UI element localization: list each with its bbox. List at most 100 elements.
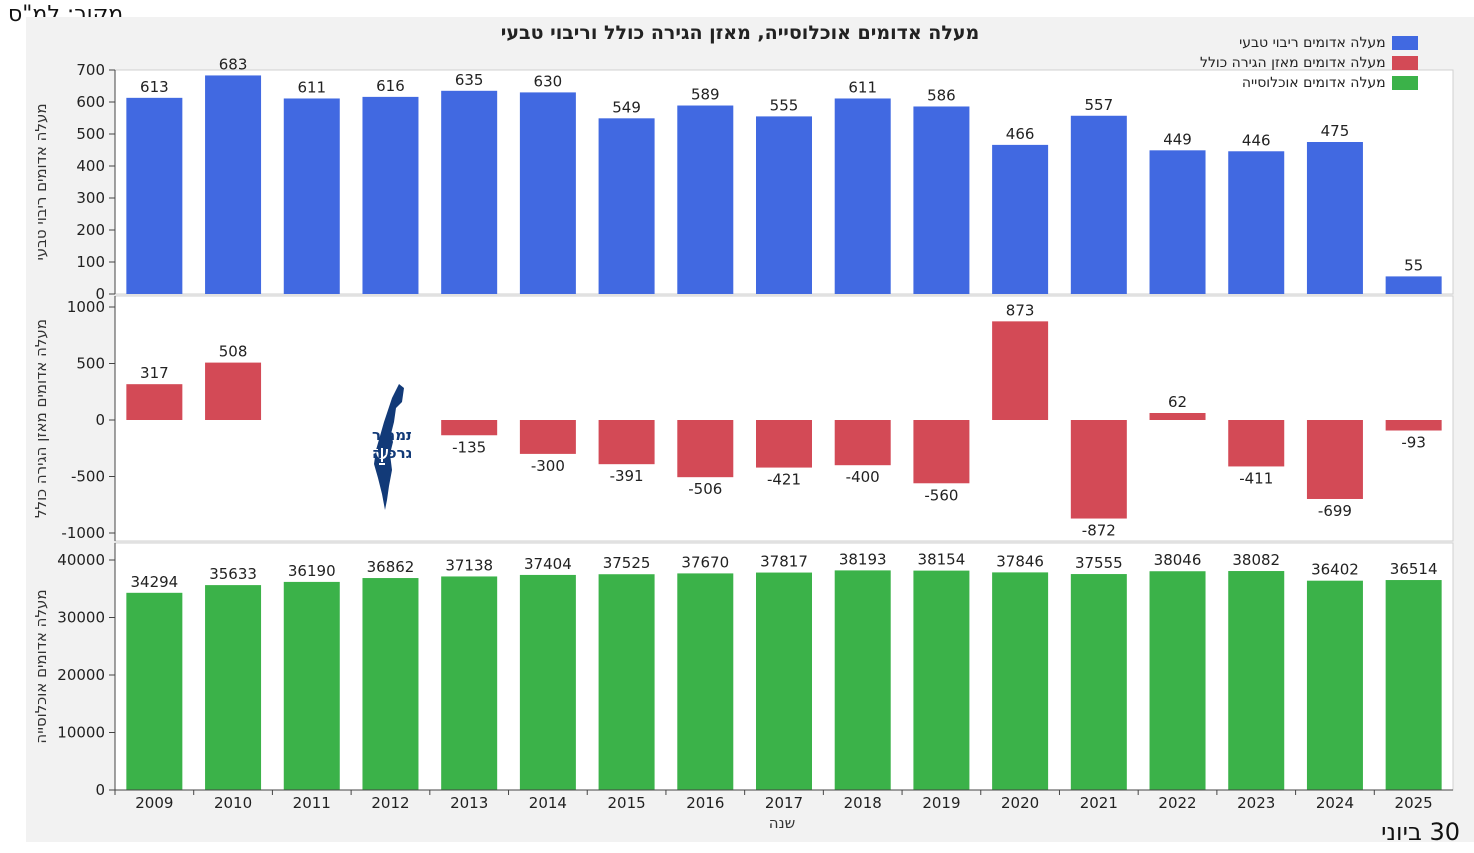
bar [1228,151,1285,294]
x-tick-label: 2019 [922,794,960,812]
y-tick-label: 500 [76,125,105,143]
y-axis-label: מעלה אדומים מאזן הגירה כולל [32,319,50,518]
data-label: 62 [1168,393,1187,411]
data-label: 37525 [603,554,651,572]
legend-swatch-population [1391,76,1418,90]
data-label: 37404 [524,555,572,573]
bar [1385,276,1442,294]
data-label: -411 [1239,469,1273,487]
y-axis-label: מעלה אדומים אוכלוסייה [32,589,50,743]
y-tick-label: 40000 [57,551,105,569]
bar [677,105,734,295]
bar [756,572,812,790]
bar [1306,142,1363,294]
y-tick-label: 20000 [57,666,105,684]
bar [992,572,1049,790]
legend-label-population: מעלה אדומים אוכלוסייה [1241,75,1386,91]
bar [1385,420,1442,431]
bar [756,420,812,468]
data-label: 549 [612,98,641,116]
x-tick-label: 2009 [135,794,173,812]
x-tick-label: 2022 [1158,794,1196,812]
legend-swatch-net-migration [1391,56,1418,70]
data-label: 616 [376,77,405,95]
bar [441,420,498,436]
data-label: -93 [1401,434,1426,452]
data-label: 589 [691,86,720,104]
y-tick-label: -1000 [61,524,105,542]
bar [677,420,734,478]
bar [677,573,734,790]
bar [1385,580,1442,790]
x-tick-label: 2014 [529,794,567,812]
data-label: 38193 [839,550,887,568]
y-tick-label: 700 [76,61,105,79]
data-label: 635 [455,71,484,89]
y-tick-label: 100 [76,253,105,271]
x-tick-label: 2023 [1237,794,1275,812]
data-label: 586 [927,86,956,104]
watermark-line2: פוליטוגרפיה [372,444,411,462]
data-label: 317 [140,364,169,382]
bar [205,75,262,294]
data-label: 38154 [918,551,966,569]
menorah-icon [376,448,388,465]
legend-item-net-migration: מעלה אדומים מאזן הגירה כולל [1200,53,1418,73]
bar [126,384,183,420]
y-tick-label: 0 [95,781,105,799]
bar [283,581,340,790]
watermark-line1: תמרור [372,426,411,444]
data-label: 446 [1242,131,1271,149]
bar [441,576,498,790]
x-tick-label: 2025 [1395,794,1433,812]
bar [834,420,891,466]
y-axis-label: מעלה אדומים ריבוי טבעי [32,103,50,260]
y-tick-label: 500 [76,355,105,373]
data-label: -391 [610,467,644,485]
chart-title: מעלה אדומים אוכלוסייה, מאזן הגירה כולל ו… [501,22,979,44]
bar [598,420,655,465]
bar [834,98,891,294]
bar [1306,580,1363,790]
data-label: 34294 [130,573,178,591]
data-label: 683 [219,55,248,73]
x-tick-label: 2017 [765,794,803,812]
data-label: 36862 [367,558,415,576]
bar [519,420,576,454]
bar [519,92,576,295]
bar [126,97,183,294]
data-label: 508 [219,343,248,361]
x-axis-label: שנה [769,814,795,832]
y-tick-label: 200 [76,221,105,239]
y-tick-label: 300 [76,189,105,207]
bar [362,96,419,294]
date-note: 30 ביוני [1381,818,1460,846]
data-label: 613 [140,78,169,96]
legend-item-natural-growth: מעלה אדומים ריבוי טבעי [1200,33,1418,53]
x-tick-label: 2011 [293,794,331,812]
bar [992,321,1049,420]
data-label: -400 [846,468,880,486]
data-label: -135 [452,438,486,456]
data-label: 37138 [445,556,493,574]
bar [834,570,891,790]
data-label: 611 [848,78,877,96]
bar [1070,420,1127,519]
bar [441,90,498,294]
bar [598,118,655,294]
data-label: 37670 [681,553,729,571]
data-label: 466 [1006,125,1035,143]
data-label: -560 [924,486,958,504]
x-tick-label: 2010 [214,794,252,812]
bar [913,420,970,484]
bar [205,362,262,420]
x-tick-label: 2016 [686,794,724,812]
bar [126,592,183,790]
legend-label-net-migration: מעלה אדומים מאזן הגירה כולל [1200,55,1386,71]
legend-label-natural-growth: מעלה אדומים ריבוי טבעי [1239,35,1386,51]
data-label: 611 [297,78,326,96]
bar [1228,420,1285,467]
data-label: 38082 [1232,551,1280,569]
israel-map-icon [374,384,404,510]
